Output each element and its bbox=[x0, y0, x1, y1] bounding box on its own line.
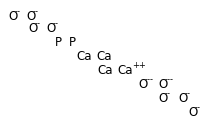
Text: --: -- bbox=[15, 7, 21, 16]
Text: --: -- bbox=[165, 89, 171, 98]
Text: P: P bbox=[55, 36, 62, 49]
Text: Ca: Ca bbox=[117, 64, 133, 77]
Text: ---: --- bbox=[165, 75, 174, 84]
Text: --: -- bbox=[53, 19, 59, 28]
Text: --: -- bbox=[195, 103, 201, 112]
Text: P: P bbox=[69, 36, 76, 49]
Text: O: O bbox=[28, 22, 37, 35]
Text: O: O bbox=[46, 22, 55, 35]
Text: --: -- bbox=[35, 19, 41, 28]
Text: O: O bbox=[188, 106, 197, 119]
Text: --: -- bbox=[33, 7, 39, 16]
Text: ---: --- bbox=[145, 75, 154, 84]
Text: O: O bbox=[138, 78, 147, 91]
Text: Ca: Ca bbox=[97, 64, 112, 77]
Text: O: O bbox=[158, 92, 167, 105]
Text: Ca: Ca bbox=[76, 50, 91, 63]
Text: Ca: Ca bbox=[96, 50, 112, 63]
Text: O: O bbox=[158, 78, 167, 91]
Text: --: -- bbox=[185, 89, 191, 98]
Text: O: O bbox=[26, 10, 35, 23]
Text: ++: ++ bbox=[132, 61, 146, 70]
Text: O: O bbox=[8, 10, 17, 23]
Text: O: O bbox=[178, 92, 187, 105]
